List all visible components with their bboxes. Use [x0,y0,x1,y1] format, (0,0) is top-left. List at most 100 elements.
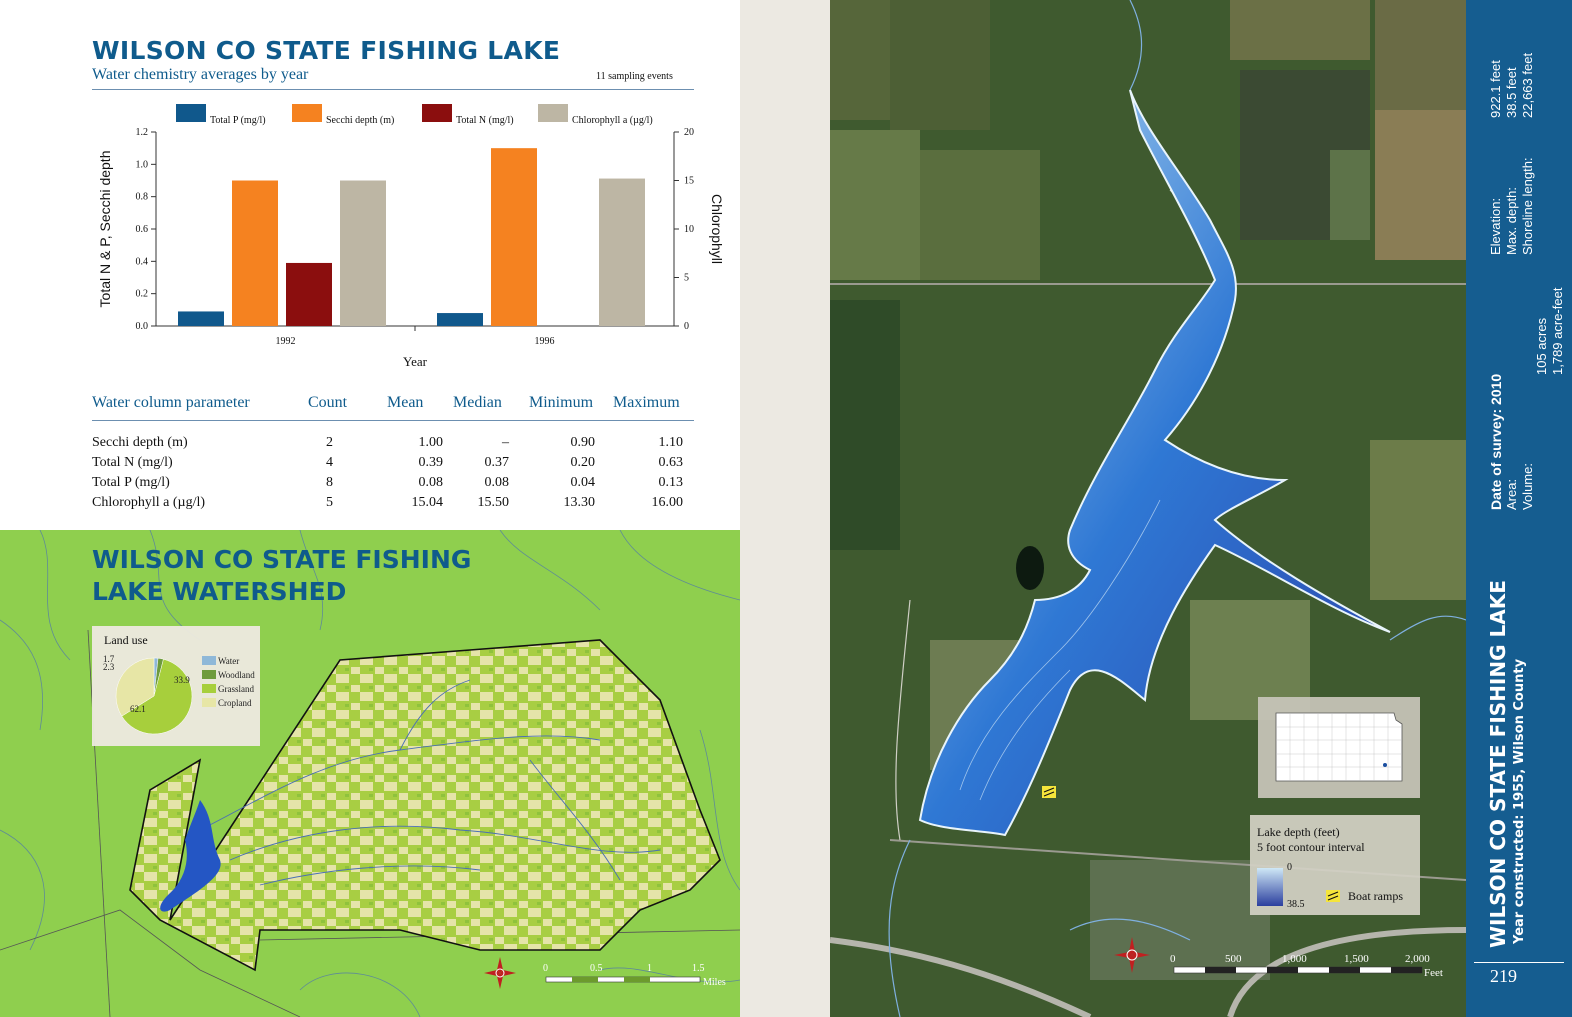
pie-legend-swatch-1 [202,670,216,679]
table-cell: 16.00 [651,495,684,510]
bar-1992-3 [340,180,386,326]
lake-scale-bar: 0 500 1,000 1,500 2,000 Feet [1170,953,1443,979]
compass-icon [484,957,516,989]
pie-legend-swatch-2 [202,684,216,693]
y2tick-label: 5 [684,273,689,284]
sidebar-lake-name: WILSON CO STATE FISHING LAKE [1486,580,1510,948]
area-label: Area: [1504,478,1519,510]
streams-outside [0,530,740,1017]
pie-label-water: 1.7 [103,654,115,664]
col-header-mean: Mean [387,394,424,411]
bar-1996-3 [599,178,645,326]
chart-subtitle: Water chemistry averages by year [92,66,309,83]
y-axis-label: Total N & P, Secchi depth [97,151,113,308]
y2tick-label: 15 [684,176,694,187]
page-title: WILSON CO STATE FISHING LAKE [92,36,561,65]
table-cell: 0.08 [418,475,444,490]
ytick-label: 1.2 [136,127,149,138]
pie-legend-label-0: Water [218,656,239,666]
land-use-inset: Land use WaterWoodlandGrasslandCropland … [92,626,260,746]
boat-ramps-label: Boat ramps [1348,889,1403,903]
survey-date: Date of survey: 2010 [1488,373,1504,510]
x-axis-label: Year [403,354,428,369]
table-cell: 0.04 [570,475,596,490]
land-use-legend: Water Woodland Grassland Cropland [202,656,255,708]
lake-bathymetry-map: Lake depth (feet) 5 foot contour interva… [830,0,1466,1017]
table-cell: 2 [326,435,333,450]
y2tick-label: 0 [684,321,689,332]
pie-label-grassland: 62.1 [130,704,146,714]
volume-label: Volume: [1520,463,1535,510]
pie-legend-label-1: Woodland [218,670,255,680]
table-cell: 1.10 [658,435,684,450]
depth-max-label: 38.5 [1287,899,1305,910]
legend-label-1: Secchi depth (m) [326,115,394,126]
table-cell: 15.04 [411,495,444,510]
legend-swatch-0 [176,104,206,122]
table-cell: Chlorophyll a (µg/l) [92,495,206,510]
table-cell: – [502,435,509,450]
map-streams [888,0,1466,1017]
legend-label-0: Total P (mg/l) [210,115,266,126]
table-cell: 8 [326,475,333,490]
ws-scale-15: 1.5 [692,963,705,974]
depth-legend: Lake depth (feet) 5 foot contour interva… [1250,815,1420,915]
lake-scale-1500: 1,500 [1344,953,1369,965]
table-cell: 4 [326,455,333,470]
year-constructed: Year constructed: 1955, Wilson County [1512,658,1527,944]
lake-scale-2000: 2,000 [1405,953,1430,965]
lake-location-marker [1383,763,1387,767]
pie-legend-label-3: Cropland [218,698,252,708]
elevation-label: Elevation: [1488,197,1503,255]
bar-1992-1 [232,180,278,326]
ws-scale-05: 0.5 [590,963,603,974]
pond [1016,546,1044,590]
land-use-pie [115,657,193,735]
chart-legend: Total P (mg/l) Secchi depth (m) Total N (m… [176,104,653,126]
table-cell: 0.37 [484,455,510,470]
xtick-label-1992: 1992 [276,336,296,347]
shoreline-value: 22,663 feet [1520,52,1535,118]
table-row: Total P (mg/l) 8 0.08 0.08 0.04 0.13 [92,475,694,495]
stats-block-2: Date of survey: 2010 Area: Volume: [1488,374,1536,510]
ytick-label: 0.6 [136,224,149,235]
legend-swatch-1 [292,104,322,122]
lake-info-sidebar: Elevation: Max. depth: Shoreline length:… [1466,0,1572,1017]
bar-1992-0 [178,311,224,326]
table-cell: Total P (mg/l) [92,475,170,490]
watershed-map: WILSON CO STATE FISHING LAKE WATERSHED L… [0,530,740,1017]
y2tick-label: 20 [684,127,694,138]
lake-shape [160,800,221,912]
ws-scale-1: 1 [647,963,652,974]
pie-label-woodland: 2.3 [103,662,115,672]
water-chemistry-chart: Total P (mg/l) Secchi depth (m) Total N (m… [97,104,725,369]
bar-1996-1 [491,148,537,326]
col-header-parameter: Water column parameter [92,394,250,411]
y2tick-label: 10 [684,224,694,235]
table-cell: 5 [326,495,333,510]
table-cell: Total N (mg/l) [92,455,173,470]
watershed-title-line1: WILSON CO STATE FISHING [92,545,471,574]
stats-values-block-2: 105 acres 1,789 acre-feet [1534,288,1566,375]
col-header-median: Median [453,394,502,411]
map-compass-icon [1114,937,1150,973]
table-cell: 0.20 [570,455,596,470]
table-cell: 0.08 [484,475,510,490]
max-depth-label: Max. depth: [1504,187,1519,255]
table-cell: 0.13 [658,475,684,490]
table-cell: 0.39 [418,455,444,470]
sampling-events: 11 sampling events [596,71,673,82]
legend-swatch-2 [422,104,452,122]
kansas-locator-inset [1258,697,1420,798]
bar-1992-2 [286,262,332,326]
watershed-scale-bar: 0 0.5 1 1.5 Miles [543,963,726,988]
table-rule [92,420,694,421]
ytick-label: 1.0 [136,159,149,170]
streams-inside [199,679,661,886]
table-cell: Secchi depth (m) [92,435,188,450]
lake-scale-0: 0 [1170,953,1176,965]
ytick-label: 0.0 [136,321,149,332]
legend-label-3: Chlorophyll a (µg/l) [572,115,653,126]
shoreline-label: Shoreline length: [1520,157,1535,255]
volume-value: 1,789 acre-feet [1550,287,1565,375]
